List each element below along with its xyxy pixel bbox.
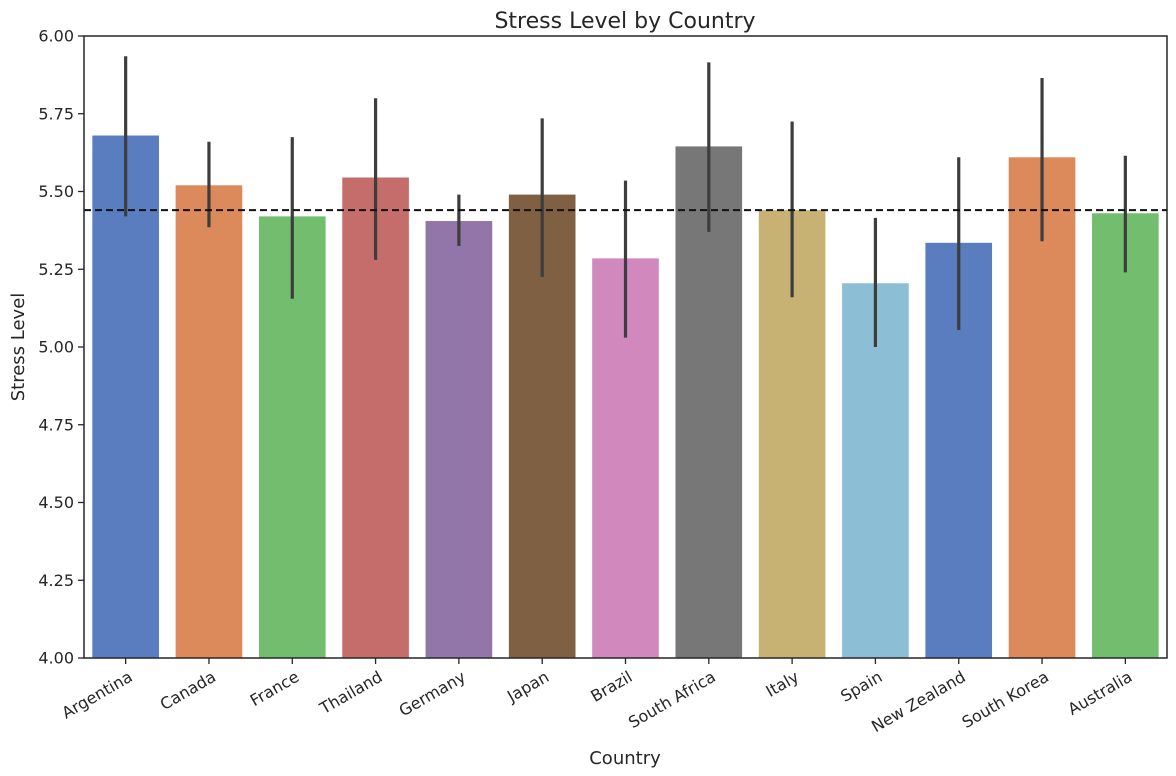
y-tick-label: 6.00 [38, 27, 74, 46]
x-tick-label-france: France [247, 667, 303, 710]
x-tick-label-south-korea: South Korea [959, 667, 1052, 732]
x-tick-label-italy: Italy [763, 667, 803, 701]
x-tick-label-germany: Germany [396, 667, 469, 720]
x-tick-label-new-zealand: New Zealand [868, 667, 969, 736]
bar-canada [175, 185, 243, 658]
x-tick-label-canada: Canada [157, 667, 219, 714]
x-tick-label-brazil: Brazil [587, 667, 635, 706]
x-tick-label-thailand: Thailand [316, 667, 386, 718]
plot-area: 4.00 4.25 4.50 4.75 5.00 5.25 5.50 5.75 6.00 Arge… [38, 27, 1168, 736]
y-tick-label: 5.00 [38, 338, 74, 357]
y-tick-label: 5.75 [38, 104, 74, 123]
x-tick-label-argentina: Argentina [59, 667, 136, 722]
x-tick-label-south-africa: South Africa [625, 667, 719, 732]
y-tick-label: 4.50 [38, 493, 74, 512]
x-tick-label-japan: Japan [503, 667, 552, 706]
chart-title: Stress Level by Country [494, 9, 755, 34]
x-tick-label-spain: Spain [837, 667, 885, 706]
bar-germany [425, 221, 493, 659]
y-axis-title: Stress Level [8, 293, 29, 402]
bar-argentina [92, 135, 159, 658]
y-tick-label: 5.25 [38, 260, 74, 279]
y-tick-label: 4.25 [38, 571, 74, 590]
bar-australia [1092, 213, 1159, 658]
x-axis-title: Country [589, 748, 661, 769]
x-tick-label-australia: Australia [1065, 667, 1136, 719]
y-tick-label: 5.50 [38, 182, 74, 201]
y-tick-label: 4.75 [38, 415, 74, 434]
y-tick-label: 4.00 [38, 649, 74, 668]
